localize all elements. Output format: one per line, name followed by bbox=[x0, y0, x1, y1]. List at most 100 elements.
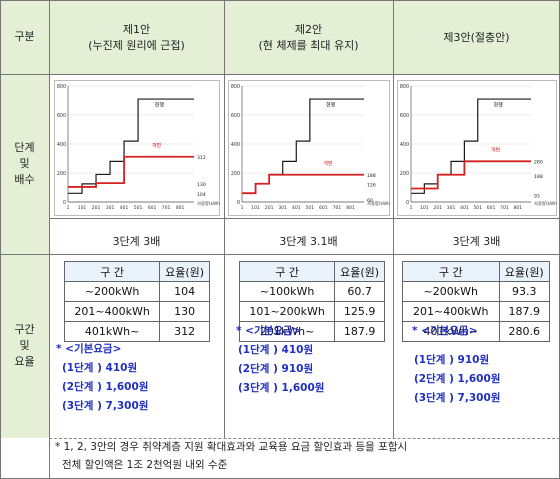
table-row: ~200kWh 104 bbox=[63, 281, 210, 302]
stages-label-1: 단계 bbox=[14, 141, 35, 154]
series-line-revised bbox=[68, 155, 194, 188]
plan1-base-fee-1: (1단계 ) 410원 bbox=[62, 362, 138, 374]
series-label-revised: 개편 bbox=[491, 146, 501, 153]
plan2-stage-summary: 3단계 3.1배 bbox=[279, 235, 338, 248]
grid-line bbox=[49, 218, 560, 219]
rate-cell: 93.3 bbox=[498, 281, 551, 302]
grid-line bbox=[0, 0, 560, 1]
series-line-revised bbox=[242, 173, 364, 195]
plan3-base-fee-2: (2단계 ) 1,600원 bbox=[414, 373, 501, 385]
y-tick-label: 0 bbox=[63, 200, 66, 206]
rate-cell: 187.9 bbox=[498, 301, 551, 322]
x-tick-label: 101 bbox=[420, 205, 429, 211]
stages-label-3: 배수 bbox=[14, 173, 35, 186]
series-label-revised: 개편 bbox=[323, 160, 333, 167]
sections-label-2: 및 bbox=[19, 339, 30, 352]
y-tick-label: 800 bbox=[231, 84, 240, 90]
grid-line bbox=[0, 254, 560, 255]
series-label-current: 현행 bbox=[155, 101, 165, 108]
x-unit-label: 사용량(kWh) bbox=[534, 200, 557, 207]
x-unit-label: 사용량(kWh) bbox=[367, 200, 390, 207]
plan2-base-fee-1: (1단계 ) 410원 bbox=[238, 344, 314, 356]
stages-label-2: 및 bbox=[19, 157, 30, 170]
rate-header-section: 구 간 bbox=[402, 261, 500, 282]
plan2-chart: 0 200 400 600 800 1 101 201 301 401 501 601 701 801 사용… bbox=[228, 80, 390, 216]
y-tick-label: 600 bbox=[57, 113, 66, 119]
grid-line bbox=[393, 0, 394, 438]
x-tick-label: 301 bbox=[106, 205, 115, 211]
header-row bbox=[0, 0, 560, 74]
table-row: ~100kWh 60.7 bbox=[238, 281, 385, 302]
plan3-base-fee-title: * <기본요금> bbox=[412, 325, 478, 337]
plan1-title: 제1안 bbox=[122, 23, 151, 36]
section-cell: 201kWh~ bbox=[238, 321, 336, 342]
plan1-base-fee-3: (3단계 ) 7,300원 bbox=[62, 400, 149, 412]
x-tick-label: 1 bbox=[241, 205, 244, 211]
x-tick-label: 401 bbox=[292, 205, 301, 211]
sections-label-3: 요율 bbox=[14, 355, 35, 368]
x-tick-label: 401 bbox=[460, 205, 469, 211]
section-cell: 401kWh~ bbox=[402, 321, 500, 342]
value-label: 93 bbox=[534, 193, 540, 199]
value-label: 126 bbox=[367, 183, 376, 189]
x-tick-label: 701 bbox=[162, 205, 171, 211]
y-tick-label: 600 bbox=[231, 113, 240, 119]
table-row: 201~400kWh 130 bbox=[63, 301, 210, 322]
x-tick-label: 601 bbox=[148, 205, 157, 211]
y-tick-label: 800 bbox=[400, 84, 409, 90]
x-tick-label: 1 bbox=[410, 205, 413, 211]
x-tick-label: 301 bbox=[447, 205, 456, 211]
y-tick-label: 600 bbox=[400, 113, 409, 119]
x-tick-label: 701 bbox=[500, 205, 509, 211]
x-tick-label: 301 bbox=[278, 205, 287, 211]
dashed-divider bbox=[49, 438, 560, 439]
rate-cell: 187.9 bbox=[334, 321, 385, 342]
table-row: 201~400kWh 187.9 bbox=[402, 301, 551, 322]
y-tick-label: 0 bbox=[237, 200, 240, 206]
value-label: 188 bbox=[367, 173, 376, 179]
table-row: ~200kWh 93.3 bbox=[402, 281, 551, 302]
table-row: 401kWh~ 312 bbox=[63, 321, 210, 342]
plan3-base-fee-1: (1단계 ) 910원 bbox=[414, 354, 490, 366]
value-label: 60 bbox=[367, 198, 373, 204]
x-tick-label: 501 bbox=[134, 205, 143, 211]
series-label-current: 현행 bbox=[494, 101, 504, 108]
plan3-stage-summary: 3단계 3배 bbox=[452, 235, 501, 248]
x-tick-label: 601 bbox=[319, 205, 328, 211]
series-line-current bbox=[411, 98, 531, 194]
x-tick-label: 501 bbox=[306, 205, 315, 211]
plan1-chart: 0 200 400 600 800 1 101 201 301 401 501 601 701 801 사용… bbox=[54, 80, 220, 216]
x-tick-label: 801 bbox=[346, 205, 355, 211]
x-tick-label: 1 bbox=[67, 205, 70, 211]
x-tick-label: 201 bbox=[433, 205, 442, 211]
section-cell: 101~200kWh bbox=[238, 301, 336, 322]
x-tick-label: 201 bbox=[265, 205, 274, 211]
sections-label-1: 구간 bbox=[14, 323, 35, 336]
y-tick-label: 200 bbox=[231, 171, 240, 177]
rate-header-section: 구 간 bbox=[63, 261, 161, 282]
y-tick-label: 400 bbox=[57, 142, 66, 148]
category-header: 구분 bbox=[14, 30, 35, 43]
rate-header-section: 구 간 bbox=[238, 261, 336, 282]
y-tick-label: 0 bbox=[406, 200, 409, 206]
section-cell: 201~400kWh bbox=[402, 301, 500, 322]
y-tick-label: 400 bbox=[231, 142, 240, 148]
section-cell: ~200kWh bbox=[63, 281, 161, 302]
rate-cell: 104 bbox=[159, 281, 210, 302]
series-line-revised bbox=[411, 160, 531, 190]
value-label: 104 bbox=[197, 192, 206, 198]
chart-frame bbox=[54, 80, 220, 216]
plan2-subtitle: (현 체제를 최대 유지) bbox=[258, 39, 359, 52]
x-tick-label: 501 bbox=[473, 205, 482, 211]
plan2-title: 제2안 bbox=[294, 23, 323, 36]
plan3-rate-table: 구 간 요율(원) ~200kWh 93.3 201~400kWh 187.9 401… bbox=[402, 261, 551, 342]
y-tick-label: 400 bbox=[400, 142, 409, 148]
x-tick-label: 801 bbox=[513, 205, 522, 211]
plan1-base-fee-title: * <기본요금> bbox=[56, 343, 122, 355]
plan3-title: 제3안(절충안) bbox=[443, 31, 510, 44]
section-cell: ~100kWh bbox=[238, 281, 336, 302]
section-cell: ~200kWh bbox=[402, 281, 500, 302]
rate-header-rate: 요율(원) bbox=[334, 261, 385, 282]
